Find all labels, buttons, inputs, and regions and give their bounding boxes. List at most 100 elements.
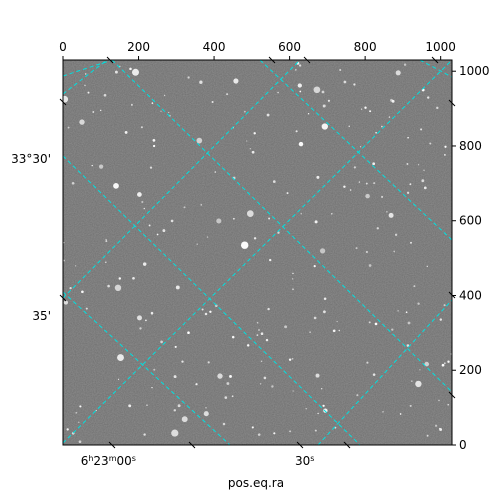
star [330,212,333,215]
star [183,206,186,209]
star [260,332,264,335]
star [81,290,84,294]
star [146,404,148,406]
star [394,233,398,236]
star [203,411,209,417]
grid-line [63,291,231,445]
grid-tick [106,56,114,64]
grid-line [111,60,452,393]
star [438,399,440,402]
star [151,386,153,389]
star [368,264,372,267]
star [187,76,190,79]
star [349,189,352,191]
star [226,93,229,96]
star [79,119,85,125]
star [141,200,144,204]
star [420,128,423,131]
star [258,329,260,331]
star [256,322,259,324]
star [87,91,90,94]
star [348,125,350,128]
star [69,286,72,290]
star [175,285,180,290]
star [113,183,119,189]
star [214,171,217,173]
star [332,329,336,333]
star [299,90,302,93]
star [336,320,338,323]
grid-tick [296,441,304,449]
star [429,142,432,145]
star [131,68,140,76]
star [321,123,328,130]
star [397,310,399,312]
star [382,411,384,413]
star [423,169,425,171]
star [240,241,249,249]
star [447,360,450,363]
star [74,265,77,267]
star [196,137,203,144]
star [421,179,425,183]
star [137,315,142,321]
star [391,328,394,331]
star [246,344,250,347]
star [168,111,170,114]
star [388,116,391,118]
star [170,219,174,223]
ra-tick-label: 30s [295,454,314,469]
star [142,262,147,266]
star [406,344,410,347]
sky-image [63,60,452,445]
x-axis-label: pos.eq.ra [228,476,284,490]
star [376,227,379,230]
right-tick-label: 0 [459,438,467,452]
star [388,212,394,218]
star [292,278,294,280]
star [226,382,230,385]
star [145,319,147,322]
star [407,321,411,325]
star [246,140,248,142]
star [130,103,133,106]
star [295,130,298,133]
star [339,68,342,72]
star [79,405,82,408]
ra-tick-label: 6h23m00s [81,454,136,469]
star [177,404,181,408]
star [323,297,327,300]
star [173,409,177,412]
grid-tick [343,441,351,449]
star [313,86,321,94]
star [253,237,257,240]
star [322,404,325,407]
star [298,141,304,147]
star [372,162,376,166]
star [124,130,128,134]
star [204,312,208,316]
star [152,139,156,142]
top-tick-label: 800 [354,40,377,54]
star [129,67,132,71]
star [313,316,317,320]
coordinate-grid [63,60,452,445]
star [95,409,97,412]
star [229,374,232,378]
star [98,164,104,169]
star [181,416,188,423]
star [277,91,279,94]
star [323,408,328,413]
star [209,310,212,313]
star [67,126,70,129]
star [105,240,108,243]
star [353,166,357,169]
star [265,338,269,342]
star [374,322,378,326]
star [244,110,246,113]
star [246,210,254,217]
star [314,220,318,224]
star [307,113,310,115]
grid-line [259,60,452,241]
ra-axis: 6h23m00s 30s [81,454,315,469]
